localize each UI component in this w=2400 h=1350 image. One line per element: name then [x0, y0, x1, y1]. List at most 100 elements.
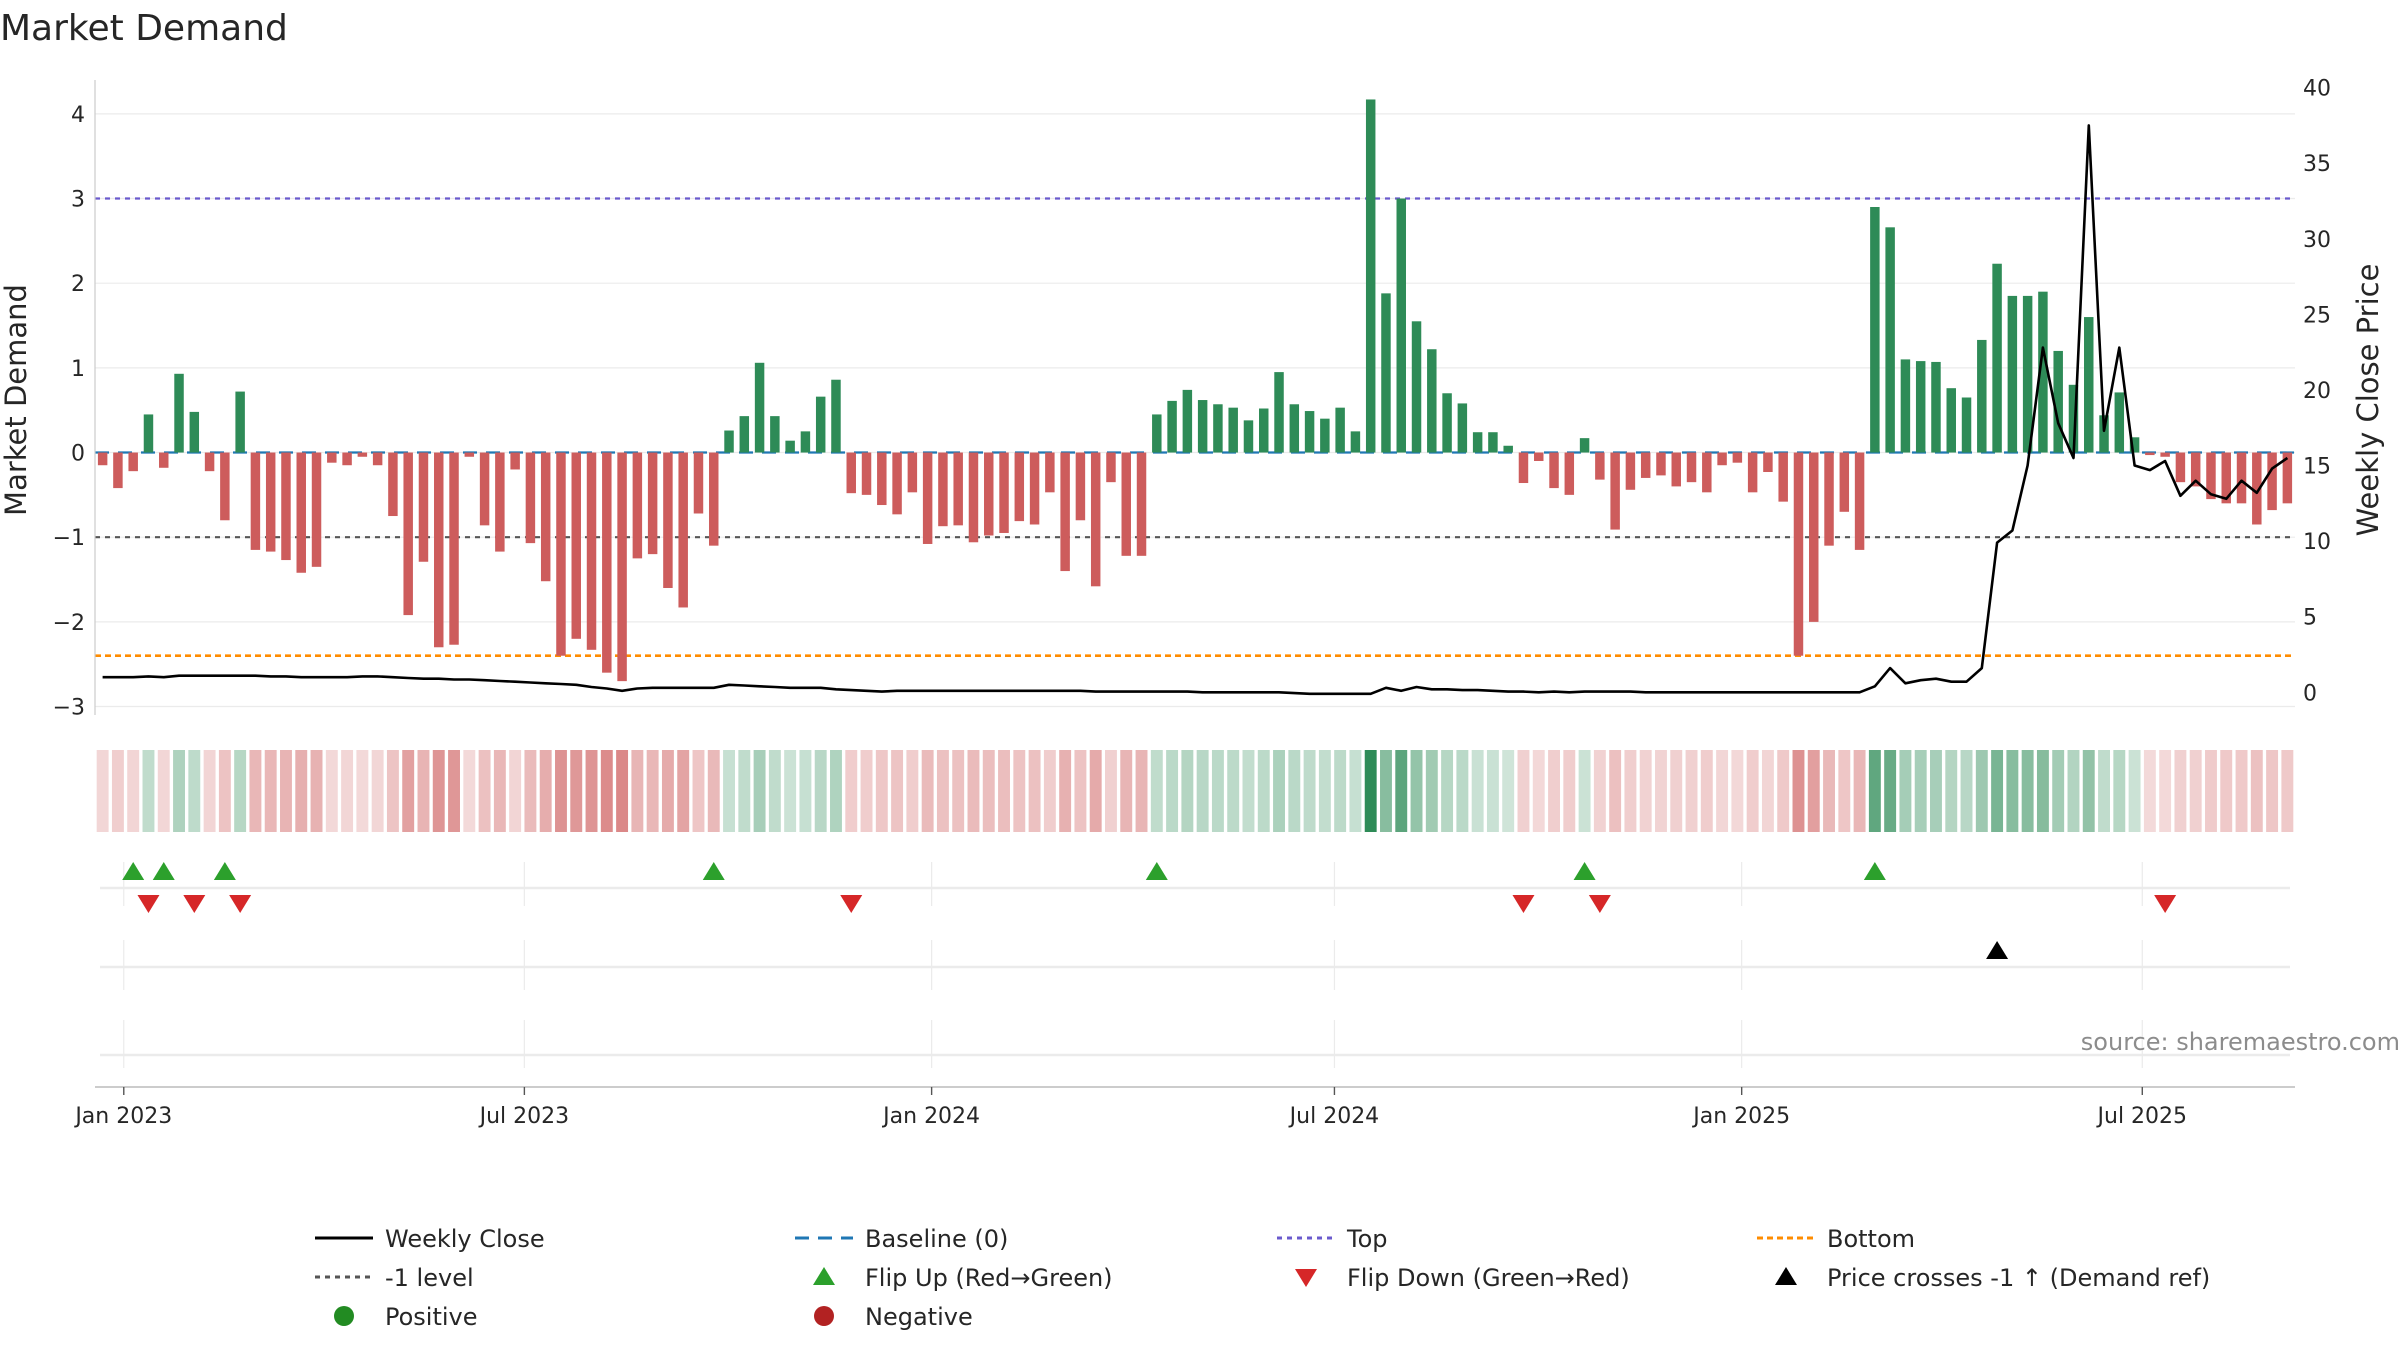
heat-cell	[677, 750, 690, 832]
heat-cell	[2006, 750, 2019, 832]
demand-bar	[586, 452, 597, 650]
weekly-close-series	[102, 124, 2289, 696]
demand-bar	[907, 452, 918, 493]
demand-bar	[1610, 452, 1620, 530]
legend-label: Price crosses -1 ↑ (Demand ref)	[1827, 1264, 2210, 1292]
right-tick-label: 25	[2303, 303, 2331, 328]
demand-bar	[1029, 452, 1040, 525]
demand-bar	[602, 452, 612, 673]
demand-bar	[754, 362, 765, 453]
heat-cell	[600, 750, 613, 832]
legend-label: Baseline (0)	[865, 1225, 1008, 1253]
demand-bar	[1854, 452, 1865, 550]
heat-cell	[1532, 750, 1545, 832]
heat-cell	[2220, 750, 2233, 832]
demand-bar	[877, 452, 887, 506]
heat-cell	[1043, 750, 1056, 832]
signal-rows	[100, 862, 2290, 1068]
left-tick-label: 0	[71, 442, 85, 467]
demand-bar	[2145, 452, 2155, 456]
demand-bar	[1442, 393, 1452, 453]
heat-cell	[1578, 750, 1591, 832]
heat-cell	[111, 750, 124, 832]
heat-cell	[386, 750, 399, 832]
heat-cell	[845, 750, 858, 832]
heat-cell	[1868, 750, 1881, 832]
heat-cell	[249, 750, 262, 832]
heat-cell	[96, 750, 109, 832]
demand-bar	[2160, 452, 2170, 457]
demand-bar	[311, 452, 322, 567]
heat-cell	[2128, 750, 2141, 832]
legend-label: Weekly Close	[385, 1225, 545, 1253]
heat-cell	[952, 750, 965, 832]
heat-cell	[967, 750, 980, 832]
heat-cell	[1456, 750, 1469, 832]
legend-swatch-flip-up	[813, 1267, 835, 1285]
demand-bar	[1732, 452, 1743, 463]
heat-cell	[1303, 750, 1316, 832]
demand-bar	[1763, 452, 1773, 473]
demand-bar	[143, 414, 154, 453]
legend-swatch-flip-down	[1295, 1269, 1317, 1287]
heat-cell	[982, 750, 995, 832]
right-tick-label: 10	[2303, 530, 2331, 555]
demand-bar	[510, 452, 520, 470]
demand-bar	[1686, 452, 1697, 483]
demand-bar	[1640, 452, 1651, 478]
heat-cell	[1609, 750, 1622, 832]
right-tick-label: 20	[2303, 379, 2331, 404]
demand-bar	[1961, 397, 1972, 453]
demand-bar	[97, 452, 108, 466]
legend-label: Positive	[385, 1303, 478, 1331]
heat-cell	[570, 750, 583, 832]
demand-bar	[693, 452, 704, 514]
left-tick-label: 2	[71, 272, 85, 297]
demand-bar	[1488, 432, 1498, 453]
demand-bar	[999, 452, 1009, 533]
heat-cell	[1441, 750, 1454, 832]
demand-bar	[2114, 392, 2125, 453]
demand-bar	[938, 452, 948, 527]
heat-cell	[203, 750, 216, 832]
demand-bar	[571, 452, 581, 639]
demand-bar	[1320, 418, 1330, 453]
flip-down-marker	[1512, 895, 1535, 913]
flip-down-marker	[840, 895, 863, 913]
heat-cell	[875, 750, 888, 832]
source-note: source: sharemaestro.com	[2081, 1028, 2400, 1056]
demand-bar	[1274, 372, 1284, 453]
heat-cell	[1853, 750, 1866, 832]
demand-bar	[1931, 361, 1941, 453]
demand-bar	[479, 452, 490, 526]
heat-cell	[1288, 750, 1301, 832]
left-tick-label: −3	[53, 696, 85, 721]
heat-cell	[768, 750, 781, 832]
demand-bar	[1915, 361, 1926, 453]
demand-bar	[1549, 452, 1559, 489]
demand-bar	[831, 379, 841, 453]
demand-bar	[1014, 452, 1025, 522]
heat-cell	[1181, 750, 1194, 832]
demand-bar	[2068, 384, 2079, 453]
heat-cell	[784, 750, 797, 832]
x-tick-label: Jan 2024	[881, 1104, 980, 1129]
legend-item-minus1: -1 level	[315, 1264, 474, 1292]
demand-bar	[1182, 389, 1193, 453]
flip-down-marker	[2154, 895, 2177, 913]
heat-cell	[2205, 750, 2217, 832]
heat-cell	[738, 750, 751, 832]
demand-bar	[1717, 452, 1727, 466]
legend-label: -1 level	[385, 1264, 474, 1292]
heat-cell	[2159, 750, 2172, 832]
heat-cell	[1639, 750, 1652, 832]
legend-label: Negative	[865, 1303, 973, 1331]
heat-cell	[2067, 750, 2080, 832]
demand-bar	[617, 452, 627, 682]
demand-bar	[1870, 207, 1880, 453]
heat-cell	[127, 750, 140, 832]
demand-bar	[1702, 452, 1712, 493]
heat-cell	[723, 750, 735, 832]
